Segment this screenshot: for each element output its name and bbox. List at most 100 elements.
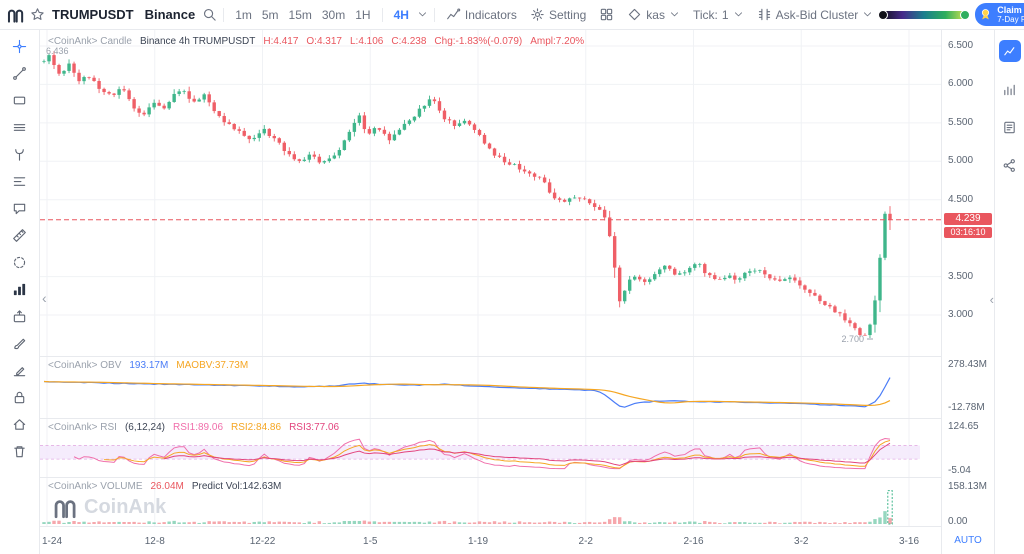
askbid-cluster-dropdown[interactable]: Ask-Bid Cluster <box>752 7 879 22</box>
timeframe-30m[interactable]: 30m <box>321 7 346 22</box>
separator <box>223 7 225 22</box>
volume-legend: <CoinAnk> VOLUME 26.04M Predict Vol:142.… <box>48 481 281 492</box>
axis-label: -5.04 <box>948 465 971 476</box>
vip-trial-badge[interactable]: Claim Now 7-Day Free VIP Trial <box>975 2 1024 27</box>
layout-button[interactable] <box>594 7 619 22</box>
axis-label: 3.000 <box>948 309 974 321</box>
axis-label: 0.00 <box>948 516 968 527</box>
obv-legend-value: 193.17M <box>129 360 169 371</box>
legend-amplitude: Ampl:7.20% <box>530 36 585 47</box>
panel-order-list-icon[interactable] <box>999 116 1021 138</box>
panel-line-chart-icon[interactable] <box>998 40 1021 62</box>
svg-text:6.436: 6.436 <box>46 46 69 56</box>
chart-canvas: 6.436 2.700 1-24 12-8 12-22 1-5 1-19 2-2 2-16 3-2… <box>40 30 941 547</box>
exchange-name[interactable]: Binance <box>144 7 196 22</box>
price-axis[interactable]: ‹ 6.500 6.000 5.500 5.000 4.500 3.500 3.000 278… <box>941 30 994 554</box>
tool-fib-levels-icon[interactable] <box>9 170 31 192</box>
legend-meta: Binance 4h TRUMPUSDT <box>139 36 256 47</box>
timeframe-1H[interactable]: 1H <box>355 7 371 22</box>
search-icon[interactable] <box>202 7 217 22</box>
timeframe-5m[interactable]: 5m <box>261 7 279 22</box>
vip-line1: Claim Now <box>997 4 1024 15</box>
symbol-name[interactable]: TRUMPUSDT <box>52 7 134 22</box>
axis-label: 124.65 <box>948 421 979 432</box>
tool-comment-icon[interactable] <box>9 197 31 219</box>
indicators-button[interactable]: Indicators <box>441 7 522 22</box>
gradient-max-dot[interactable] <box>960 9 971 20</box>
body-row: 6.436 2.700 1-24 12-8 12-22 1-5 1-19 2-2 2-16 3-2… <box>0 30 1024 554</box>
svg-text:2-2: 2-2 <box>579 536 594 547</box>
layout-grid-icon <box>599 7 614 22</box>
volume-legend-value: 26.04M <box>150 481 184 492</box>
separator <box>433 7 435 22</box>
rsi-legend-r1: RSI1:89.06 <box>172 422 224 433</box>
volume-legend-source[interactable]: <CoinAnk> VOLUME <box>48 481 143 492</box>
axis-label: -12.78M <box>948 402 985 413</box>
axis-label: 158.13M <box>948 481 987 492</box>
topbar-right-group: Claim Now 7-Day Free VIP Trial <box>878 2 1024 27</box>
axis-label: 5.000 <box>948 155 974 167</box>
axis-label: 6.000 <box>948 78 974 90</box>
obv-legend: <CoinAnk> OBV 193.17M MAOBV:37.73M <box>48 360 248 371</box>
vip-line2: 7-Day Free VIP Trial <box>997 15 1024 25</box>
tool-volume-profile-icon[interactable] <box>9 278 31 300</box>
rsi-legend-source[interactable]: <CoinAnk> RSI <box>48 422 117 433</box>
heatmap-gradient-bar[interactable] <box>878 9 971 20</box>
obv-legend-source[interactable]: <CoinAnk> OBV <box>48 360 122 371</box>
favorite-star-icon[interactable] <box>30 7 45 22</box>
legend-high: H:4.417 <box>263 36 299 47</box>
tool-trash-icon[interactable] <box>9 440 31 462</box>
tool-home-icon[interactable] <box>9 413 31 435</box>
pair-dropdown[interactable]: kas <box>622 7 685 22</box>
tool-brush-icon[interactable] <box>9 332 31 354</box>
timeframe-15m[interactable]: 15m <box>288 7 312 22</box>
panel-collapse-right[interactable]: ‹ <box>989 292 994 307</box>
medal-icon <box>978 7 993 22</box>
tool-crosshair-icon[interactable] <box>9 35 31 57</box>
tool-pitchfork-icon[interactable] <box>9 143 31 165</box>
rsi-legend-params: (6,12,24) <box>124 422 165 433</box>
timeframe-list: 1m 5m 15m 30m 1H <box>230 8 375 22</box>
svg-text:1-19: 1-19 <box>468 536 488 547</box>
rsi-legend: <CoinAnk> RSI (6,12,24) RSI1:89.06 RSI2:… <box>48 422 339 433</box>
indicators-icon <box>446 7 461 22</box>
tick-value: 1 <box>721 7 729 22</box>
main-chart-legend: <CoinAnk> Candle Binance 4h TRUMPUSDT H:… <box>48 36 584 47</box>
timeframe-active[interactable]: 4H <box>393 7 409 22</box>
watermark: CoinAnk <box>52 494 166 520</box>
tool-ruler-icon[interactable] <box>9 224 31 246</box>
watermark-logo-icon <box>52 494 78 520</box>
tool-lock-icon[interactable] <box>9 386 31 408</box>
watermark-text: CoinAnk <box>84 495 167 518</box>
panel-depth-bars-icon[interactable] <box>999 78 1021 100</box>
legend-source[interactable]: <CoinAnk> Candle <box>48 36 132 47</box>
axis-label: 278.43M <box>948 359 987 370</box>
diamond-icon <box>627 7 642 22</box>
tool-position-icon[interactable] <box>9 305 31 327</box>
svg-text:1-5: 1-5 <box>363 536 378 547</box>
coinank-logo-icon <box>6 5 25 24</box>
setting-button[interactable]: Setting <box>525 7 591 22</box>
current-price-badge: 4.239 <box>944 212 992 225</box>
tool-marker-icon[interactable] <box>9 359 31 381</box>
tick-dropdown[interactable]: Tick: 1 <box>688 8 749 22</box>
svg-text:2-16: 2-16 <box>683 536 703 547</box>
chart-area[interactable]: 6.436 2.700 1-24 12-8 12-22 1-5 1-19 2-2 2-16 3-2… <box>40 30 941 554</box>
svg-text:3-2: 3-2 <box>794 536 809 547</box>
gradient-min-dot[interactable] <box>878 9 889 20</box>
panel-share-icon[interactable] <box>999 154 1021 176</box>
axis-label: 3.500 <box>948 270 974 282</box>
tool-parallel-lines-icon[interactable] <box>9 116 31 138</box>
tool-trend-line-icon[interactable] <box>9 62 31 84</box>
tool-rectangle-icon[interactable] <box>9 89 31 111</box>
timeframe-1m[interactable]: 1m <box>235 7 252 22</box>
svg-text:2.700: 2.700 <box>841 334 864 344</box>
gear-icon <box>530 7 545 22</box>
auto-scale-button[interactable]: AUTO <box>954 535 982 546</box>
chevron-down-icon <box>862 9 873 20</box>
cluster-label: Ask-Bid Cluster <box>775 7 859 22</box>
tool-eraser-icon[interactable] <box>9 251 31 273</box>
chevron-down-icon[interactable] <box>417 9 428 20</box>
panel-collapse-left[interactable]: ‹ <box>42 290 47 306</box>
